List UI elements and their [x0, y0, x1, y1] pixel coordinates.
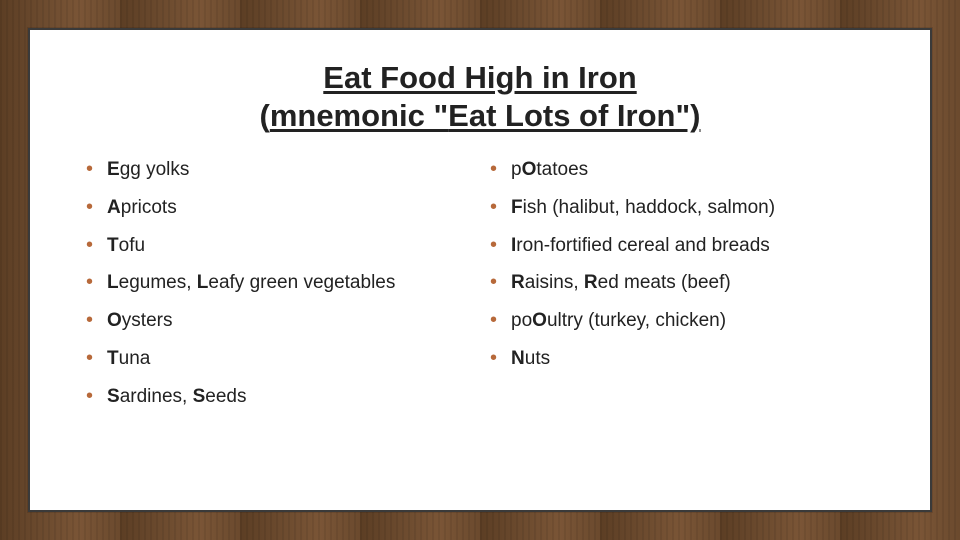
item-text: Legumes, Leafy green vegetables — [107, 271, 470, 295]
list-item: • Oysters — [86, 309, 470, 333]
mnemonic-letter: O — [522, 159, 537, 180]
mnemonic-letter: N — [511, 348, 525, 369]
mnemonic-letter: A — [107, 197, 121, 218]
list-item: • Tofu — [86, 234, 470, 258]
mnemonic-letter: O — [107, 310, 122, 331]
item-text-segment: ardines, — [120, 386, 193, 407]
item-text-segment: tatoes — [536, 159, 588, 180]
item-text-segment: aisins, — [525, 272, 584, 293]
mnemonic-letter: T — [107, 235, 119, 256]
item-text-segment: eeds — [205, 386, 246, 407]
mnemonic-letter: R — [584, 272, 598, 293]
title-line1: Eat Food High in Iron — [86, 60, 874, 96]
title-part-c: ") — [675, 98, 700, 133]
item-text-segment: p — [511, 159, 522, 180]
bullet-icon: • — [490, 347, 497, 369]
list-item: • Egg yolks — [86, 158, 470, 182]
item-text-segment: po — [511, 310, 532, 331]
item-text-segment: uts — [525, 348, 550, 369]
mnemonic-letter: S — [193, 386, 206, 407]
list-item: • Sardines, Seeds — [86, 385, 470, 409]
item-text: Raisins, Red meats (beef) — [511, 271, 874, 295]
mnemonic-letter: L — [197, 272, 209, 293]
title-block: Eat Food High in Iron (mnemonic "Eat Lot… — [86, 60, 874, 134]
left-column: • Egg yolks • Apricots • Tofu • Legumes, Leafy … — [86, 158, 470, 422]
item-text-segment: una — [119, 348, 151, 369]
item-text-segment: ysters — [122, 310, 173, 331]
list-item: • Nuts — [490, 347, 874, 371]
bullet-icon: • — [86, 196, 93, 218]
item-text: Tofu — [107, 234, 470, 258]
list-item: • pOtatoes — [490, 158, 874, 182]
title-part-a: mnemonic " — [270, 98, 448, 133]
right-column: •pOtatoes•Fish (halibut, haddock, salmon… — [490, 158, 874, 422]
item-text-segment: eafy green vegetables — [208, 272, 395, 293]
item-text-segment: ron-fortified cereal and breads — [516, 235, 769, 256]
item-text: Tuna — [107, 347, 470, 371]
mnemonic-letter: R — [511, 272, 525, 293]
list-item: • Iron-fortified cereal and breads — [490, 234, 874, 258]
bullet-icon: • — [490, 271, 497, 293]
bullet-icon: • — [490, 158, 497, 180]
mnemonic-letter: S — [107, 386, 120, 407]
columns: • Egg yolks • Apricots • Tofu • Legumes, Leafy … — [86, 158, 874, 422]
bullet-icon: • — [490, 234, 497, 256]
item-text: pOtatoes — [511, 158, 874, 182]
item-text-segment: ultry (turkey, chicken) — [547, 310, 726, 331]
list-item: • Tuna — [86, 347, 470, 371]
item-text: Iron-fortified cereal and breads — [511, 234, 874, 258]
item-text: Oysters — [107, 309, 470, 333]
title-part-b: Eat Lots of Iron — [448, 98, 675, 133]
list-item: • poOultry (turkey, chicken) — [490, 309, 874, 333]
item-text-segment: ofu — [119, 235, 145, 256]
title-open-paren: ( — [259, 98, 269, 133]
bullet-icon: • — [86, 158, 93, 180]
item-text-segment: egumes, — [119, 272, 197, 293]
list-item: • Fish (halibut, haddock, salmon) — [490, 196, 874, 220]
mnemonic-letter: F — [511, 197, 523, 218]
bullet-icon: • — [86, 234, 93, 256]
mnemonic-letter: L — [107, 272, 119, 293]
list-item: • Raisins, Red meats (beef) — [490, 271, 874, 295]
item-text-segment: ed meats (beef) — [598, 272, 731, 293]
list-item: • Apricots — [86, 196, 470, 220]
mnemonic-letter: E — [107, 159, 120, 180]
item-text-segment: pricots — [121, 197, 177, 218]
item-text: Nuts — [511, 347, 874, 371]
bullet-icon: • — [86, 271, 93, 293]
item-text: poOultry (turkey, chicken) — [511, 309, 874, 333]
title-line2: (mnemonic "Eat Lots of Iron") — [86, 98, 874, 134]
bullet-icon: • — [86, 309, 93, 331]
bullet-icon: • — [86, 347, 93, 369]
left-list: • Egg yolks • Apricots • Tofu • Legumes, Leafy … — [86, 158, 470, 408]
item-text-segment: ish (halibut, haddock, salmon) — [523, 197, 775, 218]
right-list: •pOtatoes•Fish (halibut, haddock, salmon… — [490, 158, 874, 371]
item-text-segment: gg yolks — [120, 159, 190, 180]
bullet-icon: • — [86, 385, 93, 407]
list-item: • Legumes, Leafy green vegetables — [86, 271, 470, 295]
item-text: Egg yolks — [107, 158, 470, 182]
bullet-icon: • — [490, 196, 497, 218]
bullet-icon: • — [490, 309, 497, 331]
item-text: Apricots — [107, 196, 470, 220]
mnemonic-letter: O — [532, 310, 547, 331]
item-text: Sardines, Seeds — [107, 385, 470, 409]
slide-card: Eat Food High in Iron (mnemonic "Eat Lot… — [28, 28, 932, 512]
mnemonic-letter: T — [107, 348, 119, 369]
item-text: Fish (halibut, haddock, salmon) — [511, 196, 874, 220]
